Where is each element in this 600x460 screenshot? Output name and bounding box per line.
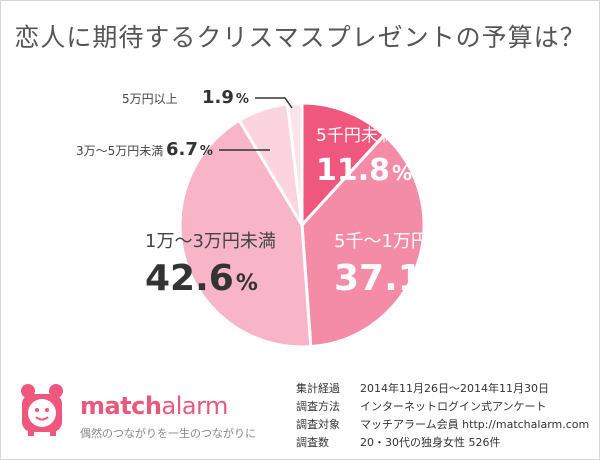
survey-info-value: インターネットログイン式アンケート — [360, 400, 547, 413]
survey-info-value: マッチアラーム会員 http://matchalarm.com — [360, 418, 590, 431]
survey-info-row: 調査方法 インターネットログイン式アンケート — [296, 398, 589, 416]
brand-name-accent: alarm — [161, 392, 229, 420]
survey-info-key: 調査対象 — [296, 418, 340, 431]
survey-info-row: 調査対象 マッチアラーム会員 http://matchalarm.com — [296, 416, 589, 434]
alarm-clock-logo-icon — [21, 384, 63, 436]
survey-info-key: 集計経過 — [296, 382, 340, 395]
slice-category-label: 5万円以上 — [122, 92, 178, 106]
survey-info-row: 集計経過 2014年11月26日〜2014年11月30日 — [296, 380, 589, 398]
pie-slice — [300, 132, 426, 349]
slice-category-label: 1万〜3万円未満 — [145, 231, 276, 252]
chart-title: 恋人に期待するクリスマスプレゼントの予算は？ — [14, 23, 586, 52]
pie-slice — [300, 101, 387, 229]
slice-category-label: 5千〜1万円未満 — [334, 231, 465, 252]
pie-slice — [178, 118, 313, 349]
survey-info-row: 調査数 20・30代の独身女性 526件 — [296, 434, 589, 452]
survey-info-key: 調査方法 — [296, 400, 340, 413]
pie-slice — [285, 101, 304, 226]
survey-info-key: 調査数 — [296, 436, 329, 449]
survey-info: 集計経過 2014年11月26日〜2014年11月30日 調査方法 インターネッ… — [296, 380, 589, 452]
slice-value-label: 37.1% — [334, 258, 447, 299]
slice-category-label: 5千円未満 — [316, 126, 395, 146]
survey-info-value: 20・30代の独身女性 526件 — [360, 436, 501, 449]
slice-value-label: 6.7% — [166, 139, 213, 160]
slice-category-label: 3万〜5万円未満 — [76, 144, 163, 158]
leader-line — [255, 97, 293, 109]
brand-tagline: 偶然のつながりを一生のつながりに — [80, 427, 256, 440]
survey-info-value: 2014年11月26日〜2014年11月30日 — [360, 382, 549, 395]
brand-name-main: match — [80, 392, 162, 420]
brand-name: matchalarm — [80, 392, 228, 420]
slice-value-label: 1.9% — [202, 87, 249, 108]
